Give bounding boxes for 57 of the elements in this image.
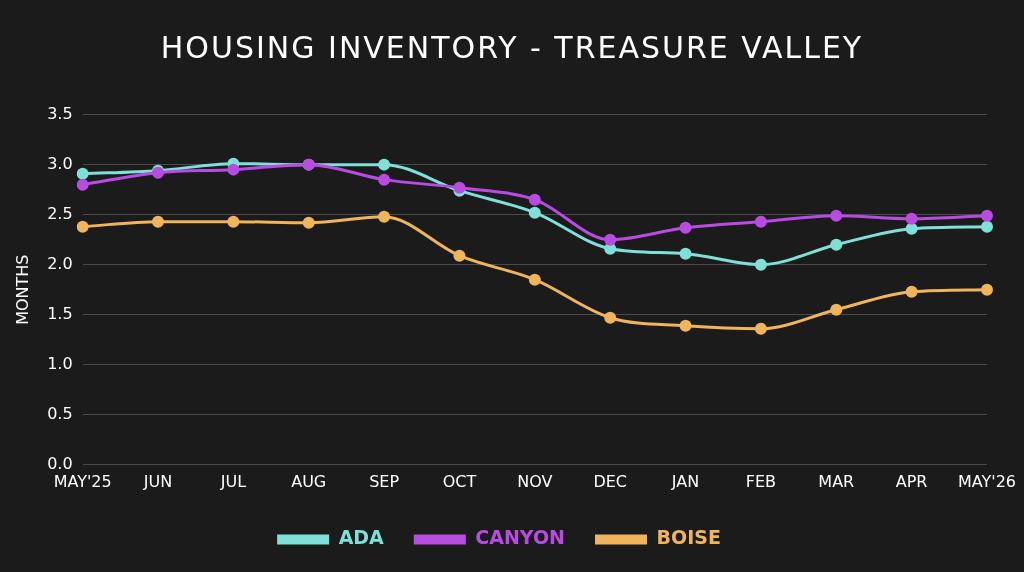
y-tick-label: 2.0	[47, 253, 73, 273]
y-tick-label: 0.0	[47, 453, 73, 473]
y-axis-title: MONTHS	[12, 254, 32, 325]
point	[754, 258, 767, 271]
y-tick-label: 0.5	[47, 403, 73, 423]
point	[528, 193, 541, 206]
y-tick-label: 1.5	[47, 303, 73, 323]
point	[679, 221, 692, 234]
point	[453, 249, 466, 262]
point	[528, 273, 541, 286]
legend-label: ADA	[338, 526, 385, 549]
point	[830, 238, 843, 251]
chart-title: HOUSING INVENTORY - TREASURE VALLEY	[159, 30, 865, 65]
point	[980, 220, 993, 233]
point	[378, 173, 391, 186]
point	[754, 215, 767, 228]
y-tick-label: 1.0	[47, 353, 73, 373]
x-tick-label: SEP	[369, 471, 400, 491]
legend-label: BOISE	[656, 526, 721, 549]
point	[302, 216, 315, 229]
y-tick-label: 2.5	[47, 203, 73, 223]
x-tick-label: MAY'25	[53, 471, 112, 491]
point	[830, 209, 843, 222]
point	[227, 163, 240, 176]
y-tick-label: 3.5	[47, 103, 73, 123]
point	[76, 178, 89, 191]
point	[679, 319, 692, 332]
x-tick-label: APR	[895, 471, 928, 491]
point	[980, 283, 993, 296]
point	[604, 233, 617, 246]
point	[378, 158, 391, 171]
point	[76, 167, 89, 180]
point	[227, 215, 240, 228]
x-tick-label: JAN	[670, 471, 700, 491]
x-tick-label: JUL	[219, 471, 247, 491]
point	[378, 210, 391, 223]
x-tick-label: OCT	[442, 471, 477, 491]
point	[830, 303, 843, 316]
legend-label: CANYON	[475, 526, 565, 549]
y-tick-label: 3.0	[47, 153, 73, 173]
point	[604, 311, 617, 324]
point	[528, 206, 541, 219]
x-tick-label: NOV	[517, 471, 553, 491]
point	[905, 212, 918, 225]
x-tick-label: JUN	[142, 471, 173, 491]
x-tick-label: MAY'26	[957, 471, 1016, 491]
point	[980, 209, 993, 222]
point	[905, 222, 918, 235]
x-tick-label: MAR	[818, 471, 855, 491]
point	[679, 247, 692, 260]
x-tick-label: DEC	[593, 471, 627, 491]
point	[152, 215, 165, 228]
x-tick-label: FEB	[745, 471, 777, 491]
point	[76, 220, 89, 233]
x-tick-label: AUG	[291, 471, 327, 491]
point	[905, 285, 918, 298]
point	[754, 322, 767, 335]
